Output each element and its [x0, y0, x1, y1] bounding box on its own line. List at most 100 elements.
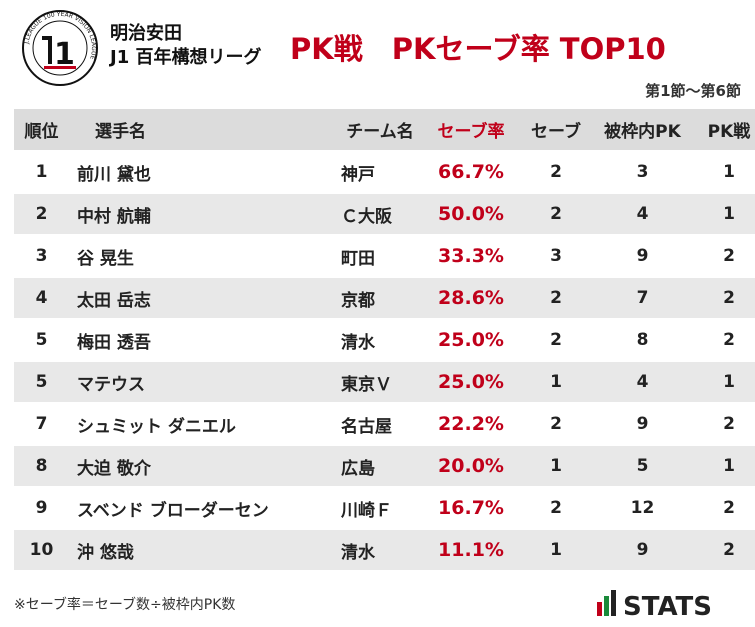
cell-player: 大迫 敬介	[69, 446, 335, 486]
cell-save-rate: 25.0%	[425, 320, 517, 360]
col-header-player: 選手名	[69, 109, 335, 150]
cell-saves: 1	[517, 362, 595, 402]
cell-saves: 2	[517, 152, 595, 192]
cell-save-rate: 66.7%	[425, 152, 517, 192]
cell-save-rate: 25.0%	[425, 362, 517, 402]
cell-shootouts: 2	[690, 278, 755, 318]
cell-team: 広島	[335, 446, 425, 486]
cell-player: マテウス	[69, 362, 335, 402]
cell-saves: 2	[517, 320, 595, 360]
cell-rank: 5	[14, 362, 69, 402]
col-header-rank: 順位	[14, 109, 69, 150]
col-header-saves: セーブ	[517, 109, 595, 150]
cell-player: 前川 黛也	[69, 152, 335, 192]
stats-brand-text: STATS	[623, 592, 712, 618]
col-header-shootouts: PK戦	[690, 109, 755, 150]
cell-faced: 5	[595, 446, 690, 486]
ranking-table: 順位 選手名 チーム名 セーブ率 セーブ 被枠内PK PK戦 1 前川 黛也 神戸 6…	[14, 107, 755, 572]
cell-player: 太田 岳志	[69, 278, 335, 318]
col-header-save-rate: セーブ率	[425, 109, 517, 150]
cell-shootouts: 2	[690, 404, 755, 444]
cell-shootouts: 1	[690, 152, 755, 192]
cell-rank: 4	[14, 278, 69, 318]
cell-save-rate: 33.3%	[425, 236, 517, 276]
cell-save-rate: 20.0%	[425, 446, 517, 486]
cell-save-rate: 11.1%	[425, 530, 517, 570]
cell-shootouts: 2	[690, 320, 755, 360]
cell-saves: 3	[517, 236, 595, 276]
cell-player: スベンド ブローダーセン	[69, 488, 335, 528]
cell-faced: 7	[595, 278, 690, 318]
cell-shootouts: 1	[690, 362, 755, 402]
col-header-faced: 被枠内PK	[595, 109, 690, 150]
cell-team: 京都	[335, 278, 425, 318]
cell-save-rate: 28.6%	[425, 278, 517, 318]
table-row: 10 沖 悠哉 清水 11.1% 1 9 2	[14, 530, 755, 570]
cell-team: 名古屋	[335, 404, 425, 444]
cell-faced: 3	[595, 152, 690, 192]
table-row: 9 スベンド ブローダーセン 川崎Ｆ 16.7% 2 12 2	[14, 488, 755, 528]
cell-team: 川崎Ｆ	[335, 488, 425, 528]
table-header-row: 順位 選手名 チーム名 セーブ率 セーブ 被枠内PK PK戦	[14, 109, 755, 150]
cell-rank: 5	[14, 320, 69, 360]
league-name-line2: J1 百年構想リーグ	[110, 47, 262, 68]
footnote: ※セーブ率＝セーブ数÷被枠内PK数	[14, 597, 236, 613]
cell-rank: 3	[14, 236, 69, 276]
cell-save-rate: 50.0%	[425, 194, 517, 234]
cell-saves: 2	[517, 194, 595, 234]
cell-shootouts: 2	[690, 236, 755, 276]
cell-player: シュミット ダニエル	[69, 404, 335, 444]
cell-saves: 2	[517, 488, 595, 528]
cell-faced: 9	[595, 236, 690, 276]
col-header-team: チーム名	[335, 109, 425, 150]
table-row: 8 大迫 敬介 広島 20.0% 1 5 1	[14, 446, 755, 486]
cell-shootouts: 2	[690, 488, 755, 528]
table-row: 2 中村 航輔 Ｃ大阪 50.0% 2 4 1	[14, 194, 755, 234]
cell-player: 梅田 透吾	[69, 320, 335, 360]
table-body: 1 前川 黛也 神戸 66.7% 2 3 1 2 中村 航輔 Ｃ大阪 50.0% 2 4 1 3 谷 晃生 町田…	[14, 152, 755, 570]
cell-team: 清水	[335, 530, 425, 570]
svg-text:1: 1	[54, 37, 75, 72]
cell-faced: 8	[595, 320, 690, 360]
cell-rank: 9	[14, 488, 69, 528]
cell-saves: 2	[517, 278, 595, 318]
league-name: 明治安田 J1 百年構想リーグ	[110, 22, 262, 70]
cell-rank: 7	[14, 404, 69, 444]
cell-team: 神戸	[335, 152, 425, 192]
period-label: 第1節〜第6節	[645, 82, 741, 100]
cell-team: 町田	[335, 236, 425, 276]
cell-rank: 10	[14, 530, 69, 570]
table-row: 5 梅田 透吾 清水 25.0% 2 8 2	[14, 320, 755, 360]
cell-shootouts: 1	[690, 194, 755, 234]
cell-team: 清水	[335, 320, 425, 360]
cell-team: 東京Ｖ	[335, 362, 425, 402]
league-name-line1: 明治安田	[110, 23, 182, 44]
cell-rank: 2	[14, 194, 69, 234]
jleague-logo: 1 J.LEAGUE 100 YEAR VISION LEAGUE	[22, 10, 98, 86]
cell-rank: 8	[14, 446, 69, 486]
cell-player: 中村 航輔	[69, 194, 335, 234]
cell-faced: 4	[595, 194, 690, 234]
cell-faced: 4	[595, 362, 690, 402]
cell-rank: 1	[14, 152, 69, 192]
cell-player: 谷 晃生	[69, 236, 335, 276]
table-row: 1 前川 黛也 神戸 66.7% 2 3 1	[14, 152, 755, 192]
cell-save-rate: 22.2%	[425, 404, 517, 444]
cell-saves: 1	[517, 446, 595, 486]
stats-logo: STATS	[597, 590, 712, 618]
cell-faced: 12	[595, 488, 690, 528]
page-title: PK戦 PKセーブ率 TOP10	[290, 32, 666, 66]
cell-save-rate: 16.7%	[425, 488, 517, 528]
table-row: 5 マテウス 東京Ｖ 25.0% 1 4 1	[14, 362, 755, 402]
cell-shootouts: 2	[690, 530, 755, 570]
cell-player: 沖 悠哉	[69, 530, 335, 570]
cell-saves: 2	[517, 404, 595, 444]
cell-shootouts: 1	[690, 446, 755, 486]
cell-saves: 1	[517, 530, 595, 570]
table-row: 4 太田 岳志 京都 28.6% 2 7 2	[14, 278, 755, 318]
cell-faced: 9	[595, 530, 690, 570]
table-row: 7 シュミット ダニエル 名古屋 22.2% 2 9 2	[14, 404, 755, 444]
cell-team: Ｃ大阪	[335, 194, 425, 234]
cell-faced: 9	[595, 404, 690, 444]
